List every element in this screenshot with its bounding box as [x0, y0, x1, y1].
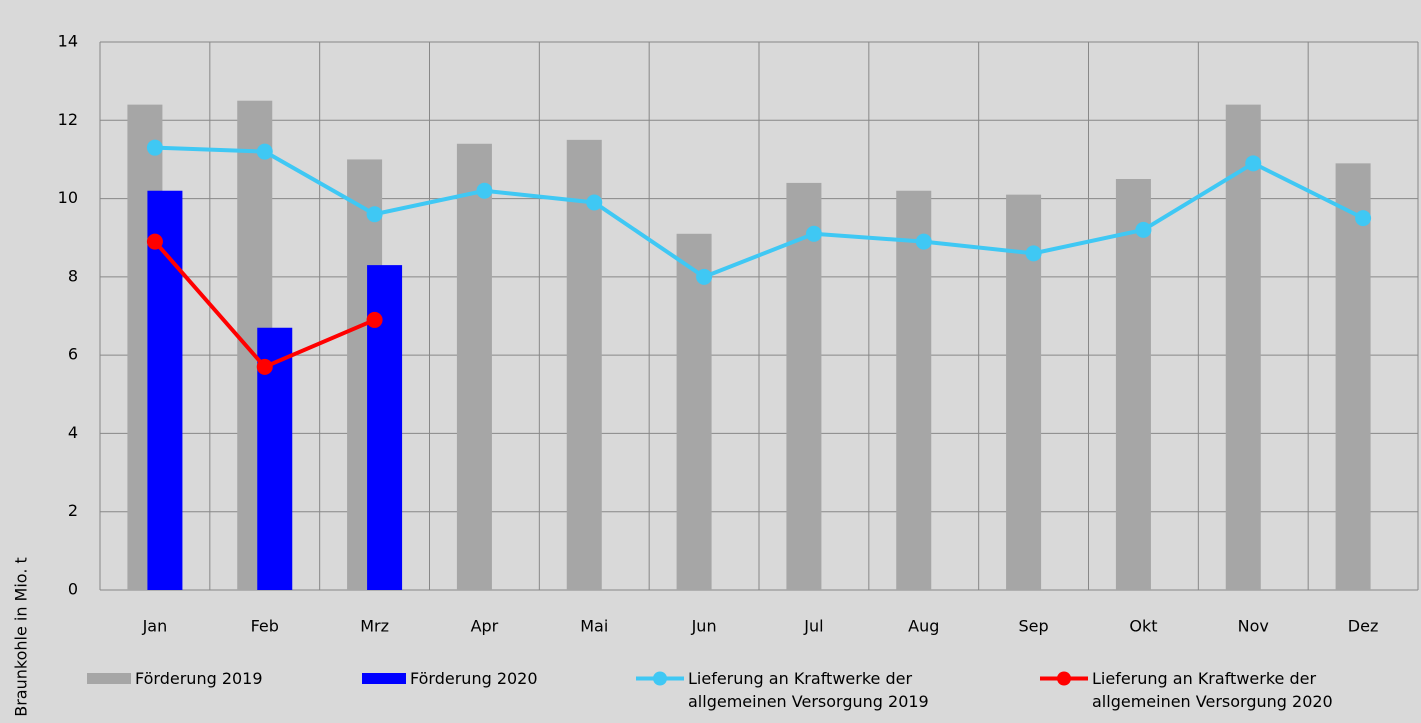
line — [154, 145, 1364, 280]
line-marker — [366, 206, 383, 223]
line-marker — [1355, 210, 1372, 227]
bar — [566, 139, 602, 590]
legend-swatch-rect — [362, 673, 406, 684]
bar — [1115, 179, 1151, 590]
legend-label: Förderung 2020 — [410, 669, 538, 688]
legend-swatch — [636, 671, 684, 686]
y-tick-label: 0 — [68, 580, 78, 599]
bar — [456, 143, 492, 590]
legend-swatch-rect — [87, 673, 131, 684]
y-tick-label: 12 — [58, 110, 78, 129]
legend-item: Förderung 2020 — [362, 667, 700, 690]
bar — [676, 233, 712, 591]
x-tick-label: Nov — [1238, 617, 1269, 636]
line-marker — [586, 194, 603, 211]
legend-swatch — [1040, 671, 1088, 686]
line-marker — [146, 139, 163, 156]
line-marker — [915, 233, 932, 250]
x-tick-label: Jun — [691, 617, 717, 636]
y-tick-label: 8 — [68, 266, 78, 285]
legend-swatch — [87, 673, 131, 684]
y-axis-label: Braunkohle in Mio. t — [12, 557, 31, 717]
bar — [147, 190, 183, 590]
bar — [896, 190, 932, 590]
x-tick-label: Feb — [251, 617, 279, 636]
line-marker — [256, 358, 273, 375]
y-tick-label: 6 — [68, 345, 78, 364]
line-marker — [696, 268, 713, 285]
x-tick-label: Okt — [1129, 617, 1157, 636]
legend-label: Lieferung an Kraftwerke der allgemeinen … — [1092, 669, 1333, 711]
line-marker — [476, 182, 493, 199]
line-marker — [1135, 221, 1152, 238]
y-tick-label: 4 — [68, 423, 78, 442]
x-tick-label: Jul — [803, 617, 823, 636]
legend-swatch-marker — [1057, 671, 1071, 686]
y-tick-label: 2 — [68, 501, 78, 520]
x-tick-label: Sep — [1019, 617, 1049, 636]
line-marker — [1245, 155, 1262, 172]
bar — [1225, 104, 1261, 590]
legend-item: Lieferung an Kraftwerke der allgemeinen … — [1040, 667, 1382, 713]
x-tick-label: Dez — [1348, 617, 1379, 636]
legend-item: Förderung 2019 — [87, 667, 425, 690]
x-tick-label: Jan — [142, 617, 168, 636]
x-tick-label: Mrz — [360, 617, 389, 636]
legend-swatch-marker — [653, 671, 667, 686]
line-marker — [366, 311, 383, 328]
x-tick-label: Aug — [908, 617, 939, 636]
line-marker — [805, 225, 822, 242]
bar — [1335, 163, 1371, 591]
y-tick-label: 10 — [58, 188, 78, 207]
bar — [786, 182, 822, 590]
legend-item: Lieferung an Kraftwerke der allgemeinen … — [636, 667, 978, 713]
x-tick-label: Mai — [580, 617, 608, 636]
legend-label: Förderung 2019 — [135, 669, 263, 688]
line-marker — [146, 233, 163, 250]
legend-label: Lieferung an Kraftwerke der allgemeinen … — [688, 669, 929, 711]
legend-swatch — [362, 673, 406, 684]
line-marker — [256, 143, 273, 160]
line-marker — [1025, 245, 1042, 262]
x-tick-label: Apr — [471, 617, 499, 636]
y-tick-label: 14 — [58, 32, 78, 51]
